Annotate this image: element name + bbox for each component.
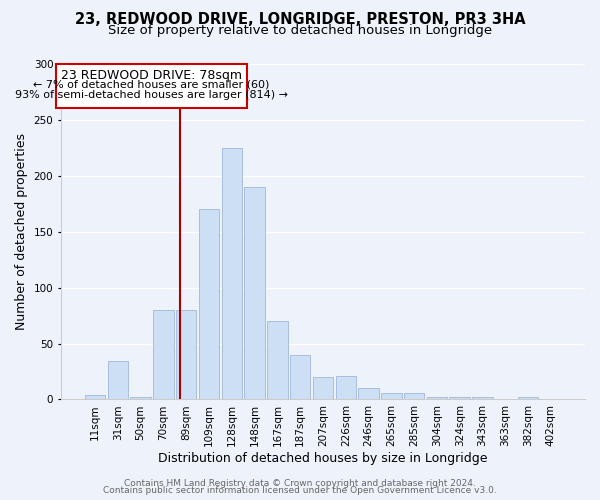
- Text: 23, REDWOOD DRIVE, LONGRIDGE, PRESTON, PR3 3HA: 23, REDWOOD DRIVE, LONGRIDGE, PRESTON, P…: [74, 12, 526, 28]
- Bar: [290, 354, 310, 400]
- Text: ← 7% of detached houses are smaller (60): ← 7% of detached houses are smaller (60): [33, 79, 269, 89]
- X-axis label: Distribution of detached houses by size in Longridge: Distribution of detached houses by size …: [158, 452, 488, 465]
- Bar: [404, 392, 424, 400]
- Bar: [199, 210, 219, 400]
- Bar: [267, 321, 287, 400]
- Bar: [449, 397, 470, 400]
- Text: Contains HM Land Registry data © Crown copyright and database right 2024.: Contains HM Land Registry data © Crown c…: [124, 478, 476, 488]
- Bar: [153, 310, 173, 400]
- Text: Size of property relative to detached houses in Longridge: Size of property relative to detached ho…: [108, 24, 492, 37]
- Bar: [85, 395, 105, 400]
- Bar: [381, 392, 401, 400]
- Text: 93% of semi-detached houses are larger (814) →: 93% of semi-detached houses are larger (…: [15, 90, 288, 100]
- Text: Contains public sector information licensed under the Open Government Licence v3: Contains public sector information licen…: [103, 486, 497, 495]
- Bar: [130, 397, 151, 400]
- Bar: [107, 362, 128, 400]
- Bar: [221, 148, 242, 400]
- Bar: [176, 310, 196, 400]
- Text: 23 REDWOOD DRIVE: 78sqm: 23 REDWOOD DRIVE: 78sqm: [61, 69, 242, 82]
- Bar: [335, 376, 356, 400]
- Bar: [244, 187, 265, 400]
- FancyBboxPatch shape: [56, 64, 247, 108]
- Bar: [518, 397, 538, 400]
- Bar: [358, 388, 379, 400]
- Y-axis label: Number of detached properties: Number of detached properties: [15, 133, 28, 330]
- Bar: [313, 377, 333, 400]
- Bar: [472, 397, 493, 400]
- Bar: [427, 397, 447, 400]
